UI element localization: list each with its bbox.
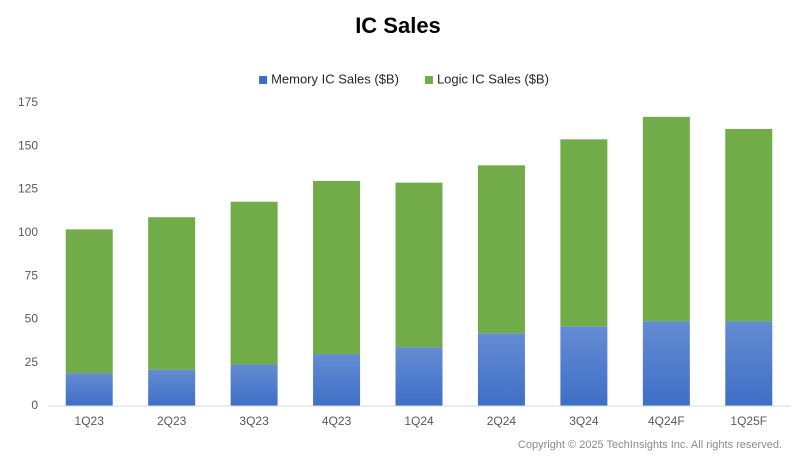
bar-segment — [560, 139, 608, 327]
legend-swatch — [259, 76, 268, 84]
x-tick-label: 3Q23 — [239, 414, 269, 428]
bar-segment — [230, 201, 278, 365]
bar-segment — [148, 217, 196, 370]
bar-segment — [313, 354, 361, 406]
y-tick-label: 50 — [25, 312, 39, 326]
legend-item: Logic IC Sales ($B) — [424, 71, 549, 86]
legend-label: Logic IC Sales ($B) — [437, 71, 549, 86]
bar-segment — [725, 321, 773, 406]
y-tick-label: 25 — [25, 355, 39, 369]
y-tick-label: 125 — [18, 182, 38, 196]
x-tick-label: 1Q23 — [75, 414, 105, 428]
legend-label: Memory IC Sales ($B) — [271, 71, 399, 86]
bar-segment — [477, 333, 525, 406]
copyright-note: Copyright © 2025 TechInsights Inc. All r… — [518, 439, 782, 451]
x-tick-label: 1Q24 — [404, 414, 434, 428]
bar-segment — [313, 180, 361, 355]
bar-segment — [395, 182, 443, 348]
x-tick-label: 3Q24 — [569, 414, 599, 428]
x-tick-label: 4Q24F — [648, 414, 685, 428]
bar-segment — [477, 165, 525, 334]
bar-segment — [642, 116, 690, 322]
y-tick-label: 175 — [18, 95, 38, 109]
bar-segment — [65, 373, 113, 406]
bar-segment — [560, 326, 608, 406]
y-tick-label: 0 — [31, 398, 38, 412]
x-tick-label: 1Q25F — [730, 414, 767, 428]
legend-swatch — [424, 76, 433, 84]
x-tick-label: 2Q24 — [487, 414, 517, 428]
y-tick-label: 75 — [25, 268, 39, 282]
bar-segment — [725, 128, 773, 322]
chart-title: IC Sales — [355, 13, 441, 38]
bar-segment — [148, 369, 196, 406]
bar-segment — [65, 229, 113, 374]
bar-segment — [395, 347, 443, 406]
x-tick-label: 2Q23 — [157, 414, 187, 428]
bar-segment — [230, 364, 278, 406]
bar-segment — [642, 321, 690, 406]
y-tick-label: 100 — [18, 225, 38, 239]
y-tick-label: 150 — [18, 138, 38, 152]
x-tick-label: 4Q23 — [322, 414, 352, 428]
legend-item: Memory IC Sales ($B) — [259, 71, 399, 86]
